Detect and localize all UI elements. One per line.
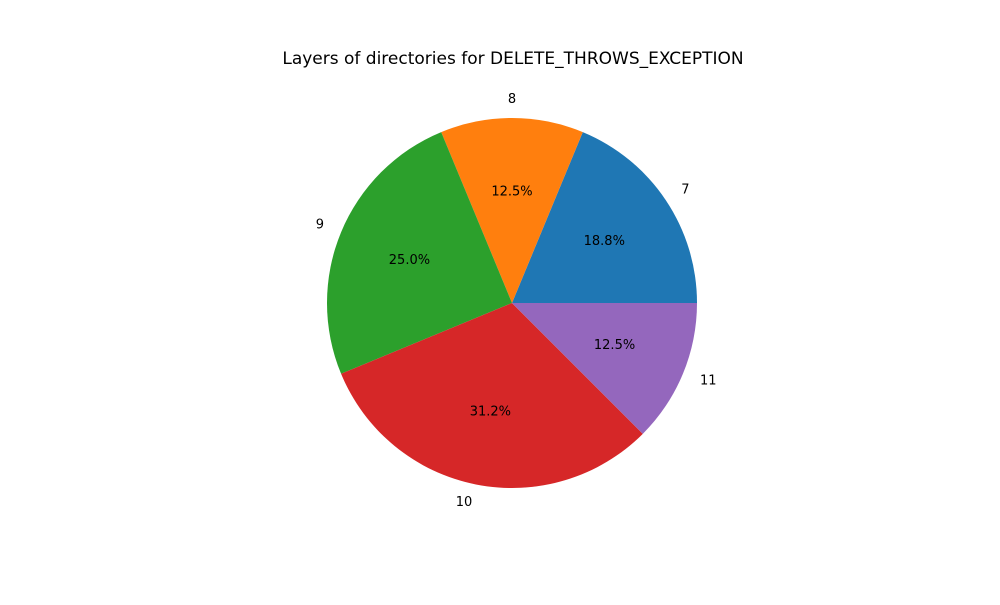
pie-slice-10 bbox=[341, 303, 643, 489]
pie-slice-7 bbox=[512, 132, 697, 303]
pie-slice-8 bbox=[441, 118, 583, 303]
pie-slices bbox=[326, 118, 697, 489]
slice-percent-label: 12.5% bbox=[594, 338, 635, 353]
slice-category-label: 11 bbox=[700, 373, 717, 388]
slice-percent-label: 12.5% bbox=[491, 185, 532, 200]
slice-percent-label: 18.8% bbox=[584, 234, 625, 249]
slice-category-label: 8 bbox=[508, 92, 516, 107]
pie-slice-9 bbox=[326, 132, 512, 374]
slice-percent-label: 31.2% bbox=[470, 404, 511, 419]
chart-title: Layers of directories for DELETE_THROWS_… bbox=[282, 49, 743, 69]
slice-category-label: 9 bbox=[316, 218, 324, 233]
slice-percent-label: 25.0% bbox=[389, 253, 430, 268]
slice-category-label: 10 bbox=[456, 495, 473, 510]
slice-category-label: 7 bbox=[681, 182, 689, 197]
pie-labels: 18.8% 7 12.5% 8 25.0% 9 31.2% 10 12.5% 11 bbox=[316, 92, 717, 510]
pie-slice-11 bbox=[512, 303, 697, 434]
